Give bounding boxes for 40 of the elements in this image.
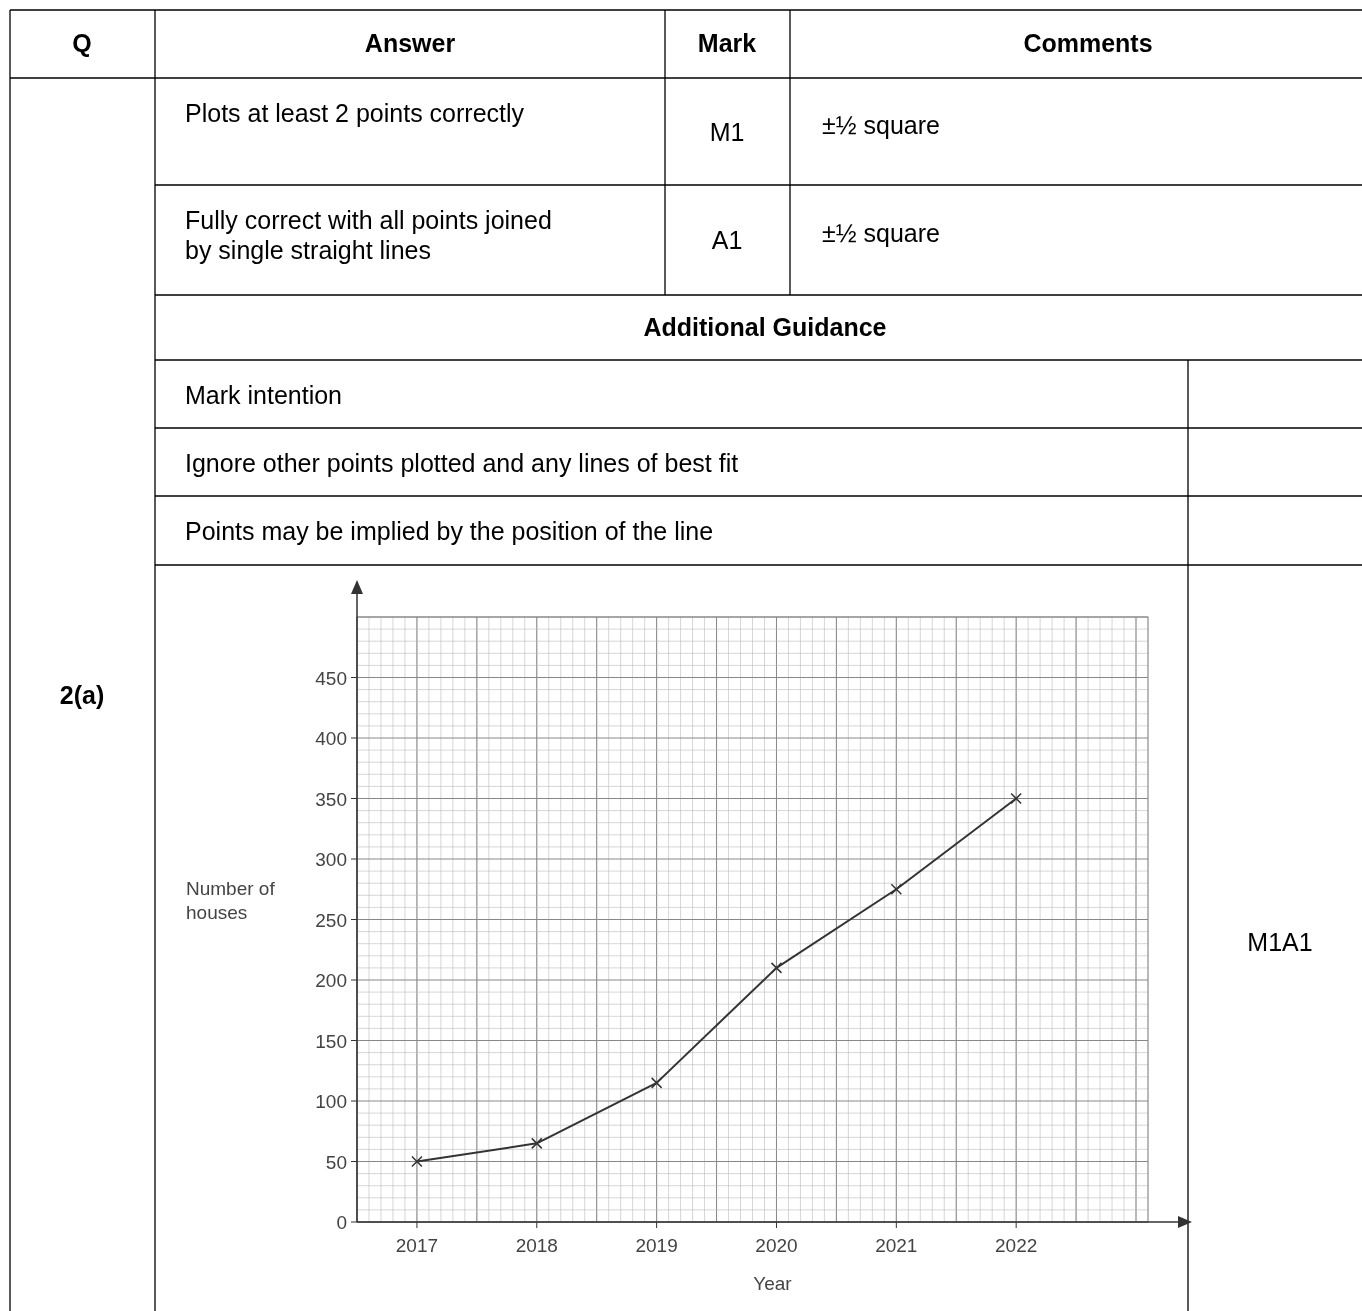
y-tick-label: 150 [315, 1030, 347, 1052]
text: ±½ square [822, 219, 940, 247]
text: Mark intention [185, 381, 343, 409]
text: M1A1 [1247, 928, 1313, 956]
text: Plots at least 2 points correctly [185, 99, 525, 127]
y-tick-label: 50 [325, 1151, 347, 1173]
text: M1 [709, 118, 745, 146]
point [770, 962, 783, 974]
text: Points may be implied by the position of the line [185, 517, 714, 545]
y-tick-label: 100 [315, 1091, 347, 1112]
y-tick-label: 200 [315, 970, 347, 991]
x-tick-label: 2018 [515, 1235, 558, 1256]
point [1010, 792, 1022, 805]
text: Fully correct with all points joined by single straight lines [185, 206, 552, 264]
text: 2(a) [59, 681, 105, 709]
y-tick-label: 350 [315, 788, 347, 810]
y-tick-label: 300 [315, 849, 347, 870]
text: Q [72, 29, 92, 57]
x-tick-label: 2019 [635, 1235, 678, 1256]
text: ±½ square [822, 111, 940, 139]
y-tick-label: 400 [315, 728, 347, 749]
text: Mark [697, 29, 757, 57]
y-tick-label: 0 [336, 1212, 347, 1233]
point [531, 1137, 543, 1150]
text: Additional Guidance [643, 313, 887, 341]
x-tick-label: 2020 [755, 1235, 798, 1256]
x-tick-label: 2021 [875, 1235, 918, 1256]
point [650, 1077, 663, 1089]
text: A1 [711, 226, 743, 254]
text: Comments [1023, 29, 1153, 57]
text: Ignore other points plotted and any lines of best fit [185, 449, 739, 477]
point [890, 883, 903, 895]
x-tick-label: 2017 [395, 1235, 439, 1256]
x-tick-label: 2022 [995, 1235, 1038, 1256]
x-axis-title: Year [753, 1273, 793, 1294]
y-tick-label: 450 [315, 667, 347, 689]
y-tick-label: 250 [315, 909, 347, 931]
point [411, 1155, 423, 1168]
y-axis-title: Number of houses [186, 878, 276, 923]
text: Answer [364, 29, 456, 57]
